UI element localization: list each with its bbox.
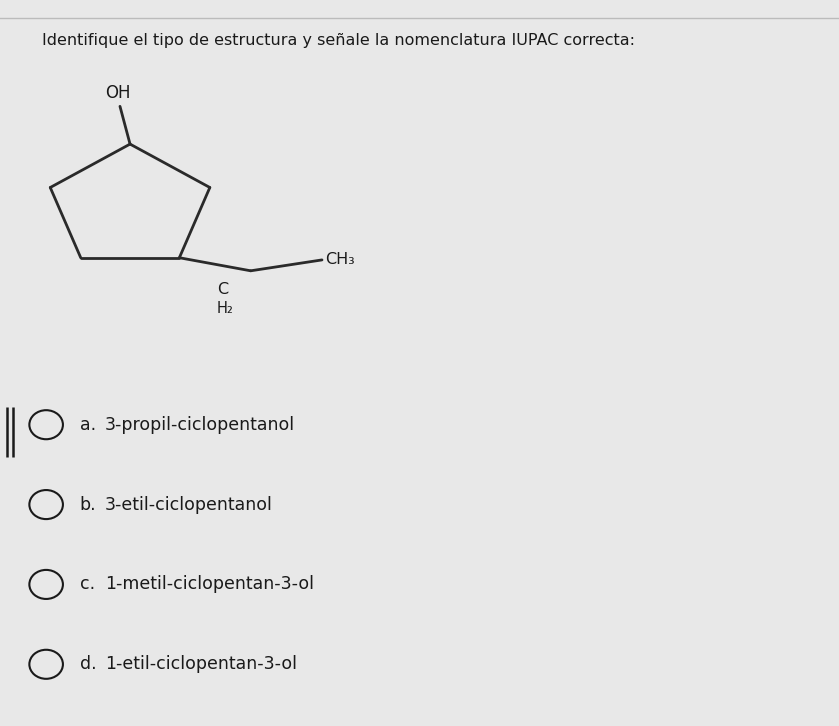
Text: 3-propil-ciclopentanol: 3-propil-ciclopentanol [105,416,295,433]
Text: Identifique el tipo de estructura y señale la nomenclatura IUPAC correcta:: Identifique el tipo de estructura y seña… [42,33,635,48]
Text: C: C [217,282,228,297]
Text: 3-etil-ciclopentanol: 3-etil-ciclopentanol [105,496,273,513]
Text: CH₃: CH₃ [326,252,355,266]
Text: d.: d. [80,656,96,673]
Text: 1-etil-ciclopentan-3-ol: 1-etil-ciclopentan-3-ol [105,656,297,673]
Text: H₂: H₂ [217,301,234,317]
Text: a.: a. [80,416,96,433]
Text: 1-metil-ciclopentan-3-ol: 1-metil-ciclopentan-3-ol [105,576,314,593]
Text: c.: c. [80,576,95,593]
Text: OH: OH [106,84,131,102]
Text: b.: b. [80,496,96,513]
